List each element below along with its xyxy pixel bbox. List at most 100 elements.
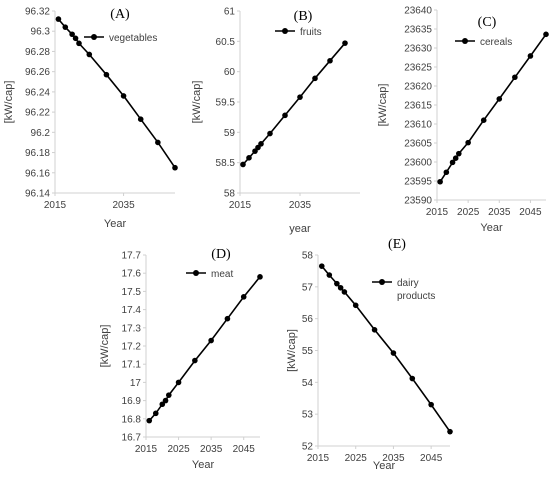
data-point <box>240 161 246 168</box>
data-point <box>496 96 503 102</box>
chart-panel: 23590 23595 23600 23605 23610 23615 23620 23625… <box>377 6 549 234</box>
y-tick-label: 23640 <box>404 6 432 17</box>
legend-marker <box>282 28 288 34</box>
data-point <box>456 150 462 157</box>
x-tick-label: 2015 <box>426 207 449 218</box>
data-point <box>152 410 159 417</box>
y-tick-label: 59 <box>224 128 236 139</box>
panel-label: (B) <box>294 9 313 24</box>
x-tick-label: 2045 <box>233 444 256 455</box>
data-point <box>390 350 397 356</box>
data-point <box>437 178 443 185</box>
data-point <box>120 93 127 99</box>
data-point <box>312 75 318 82</box>
data-point <box>371 327 378 333</box>
y-tick-label: 23610 <box>404 120 432 131</box>
data-point <box>240 294 247 300</box>
data-point <box>192 357 198 364</box>
y-tick-label: 16.9 <box>122 396 142 407</box>
data-point <box>155 139 161 146</box>
y-tick-label: 58.5 <box>216 158 236 169</box>
data-point <box>447 428 453 435</box>
data-point <box>55 16 62 22</box>
y-tick-label: 96.26 <box>25 67 50 78</box>
y-tick-label: 96.16 <box>25 168 50 179</box>
data-point <box>69 31 75 38</box>
x-axis-label: Year <box>192 459 215 471</box>
data-point <box>162 397 169 404</box>
y-tick-label: 96.18 <box>25 148 50 159</box>
data-point <box>326 272 333 278</box>
y-tick-label: 56 <box>302 314 314 325</box>
y-tick-label: 17.5 <box>122 287 142 298</box>
y-tick-label: 16.7 <box>122 433 142 444</box>
legend-marker <box>193 270 199 276</box>
y-tick-label: 23615 <box>404 101 432 112</box>
data-point <box>352 302 359 309</box>
data-point <box>103 71 110 78</box>
legend-marker <box>91 34 97 40</box>
data-point <box>72 35 79 42</box>
x-tick-label: 2015 <box>229 200 252 211</box>
data-point <box>146 417 153 424</box>
y-tick-label: 55 <box>302 346 314 357</box>
data-point <box>166 392 172 398</box>
y-tick-label: 23600 <box>404 158 432 169</box>
x-tick-label: 2035 <box>488 207 511 218</box>
data-point <box>318 263 325 269</box>
data-point <box>428 401 434 408</box>
data-point <box>159 401 166 408</box>
y-tick-label: 60.5 <box>216 37 236 48</box>
data-point <box>137 116 144 122</box>
y-tick-label: 23595 <box>404 177 432 188</box>
data-point <box>443 169 450 176</box>
y-tick-label: 17.4 <box>122 305 142 316</box>
x-axis-label: year <box>289 223 311 235</box>
data-point <box>86 51 93 58</box>
y-tick-label: 17.6 <box>122 269 142 280</box>
y-tick-label: 61 <box>224 7 236 18</box>
data-point <box>267 130 273 137</box>
x-tick-label: 2025 <box>457 207 480 218</box>
data-point <box>512 74 518 81</box>
legend-marker <box>462 38 468 44</box>
legend-label: meat <box>211 269 233 280</box>
data-point <box>258 141 264 147</box>
data-point <box>282 112 288 119</box>
y-tick-label: 23590 <box>404 196 432 207</box>
y-axis-label: [kW/cap] <box>286 329 298 372</box>
data-point <box>341 289 348 295</box>
y-tick-label: 17.2 <box>122 342 142 353</box>
y-tick-label: 52 <box>302 442 314 453</box>
legend-label: cereals <box>480 37 512 48</box>
x-axis-label: Year <box>104 218 127 230</box>
x-tick-label: 2035 <box>200 444 223 455</box>
data-point <box>342 40 348 46</box>
x-tick-label: 2015 <box>44 200 67 211</box>
legend-label: dairy products <box>397 278 435 302</box>
x-tick-label: 2045 <box>420 453 443 464</box>
legend-marker <box>379 279 385 285</box>
data-point <box>452 155 459 161</box>
panel-label: (A) <box>110 7 130 22</box>
x-tick-label: 2035 <box>289 200 312 211</box>
data-point <box>334 280 340 287</box>
panel-label: (E) <box>388 237 406 252</box>
x-tick-label: 2015 <box>307 453 330 464</box>
data-point <box>62 24 69 30</box>
y-tick-label: 23625 <box>404 63 432 74</box>
y-tick-label: 96.22 <box>25 108 50 119</box>
data-point <box>257 274 263 280</box>
x-tick-label: 2025 <box>345 453 368 464</box>
x-tick-label: 2045 <box>519 207 542 218</box>
y-tick-label: 96.14 <box>25 189 50 200</box>
y-tick-label: 23635 <box>404 25 432 36</box>
data-point <box>337 284 344 291</box>
y-axis-label: [kW/cap] <box>377 84 389 127</box>
x-tick-label: 2025 <box>167 444 190 455</box>
y-tick-label: 59.5 <box>216 98 236 109</box>
y-tick-label: 96.28 <box>25 47 50 58</box>
data-point <box>480 117 487 123</box>
y-tick-label: 23620 <box>404 82 432 93</box>
